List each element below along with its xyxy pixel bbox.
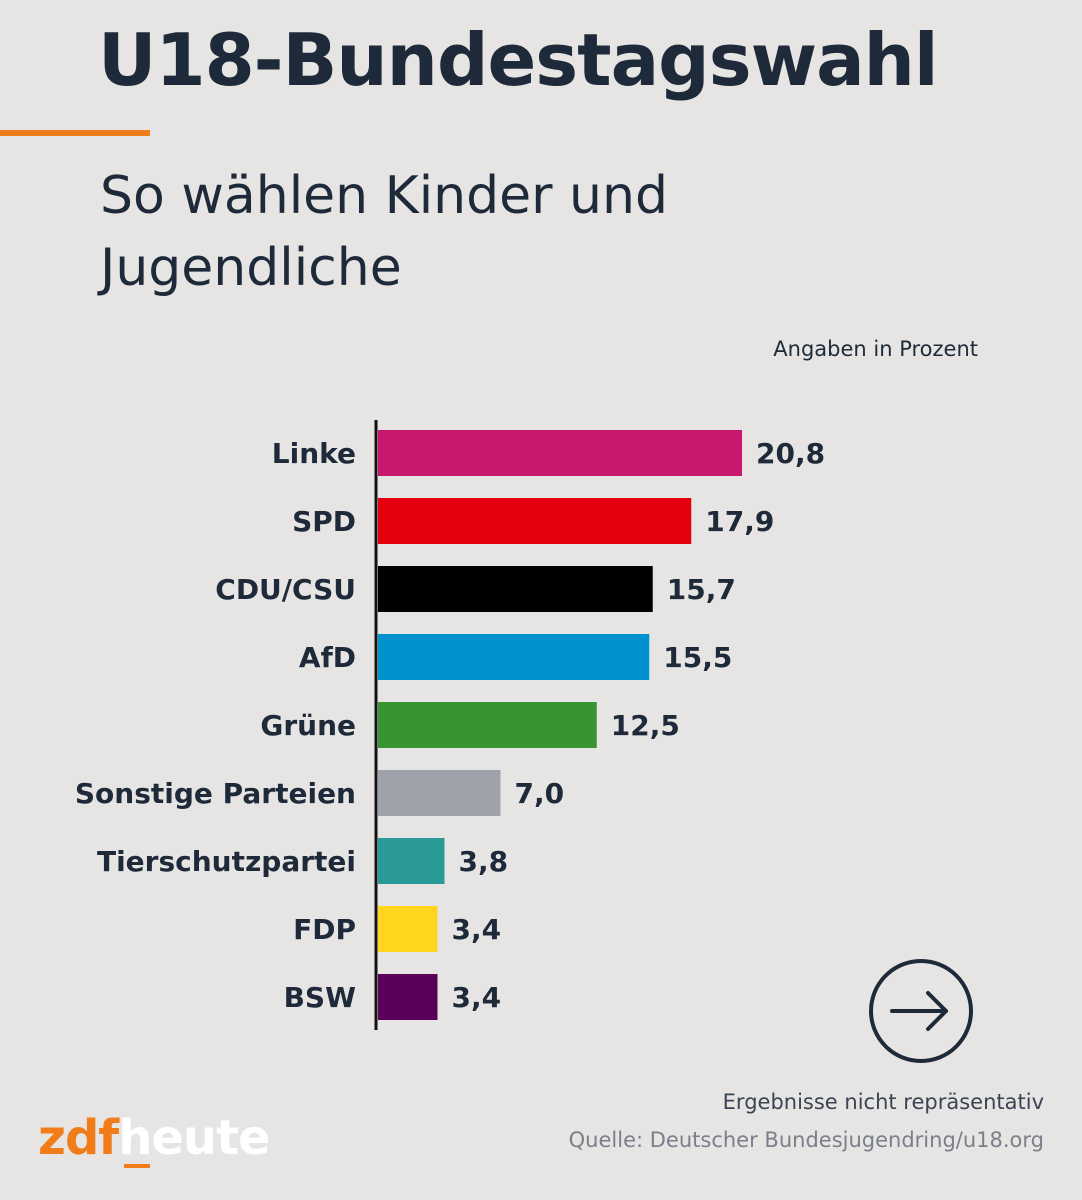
zdfheute-logo: zdfheute	[38, 1110, 271, 1166]
value-label: 3,4	[452, 981, 502, 1014]
category-label: Sonstige Parteien	[75, 777, 356, 810]
bar	[378, 430, 742, 476]
title-accent-rule	[0, 130, 150, 136]
bar	[378, 566, 653, 612]
source-note: Quelle: Deutscher Bundesjugendring/u18.o…	[568, 1128, 1044, 1152]
logo-underline	[124, 1164, 150, 1168]
category-label: Tierschutzpartei	[97, 845, 356, 878]
category-label: SPD	[292, 505, 356, 538]
category-label: BSW	[284, 981, 357, 1014]
value-label: 3,8	[459, 845, 509, 878]
category-label: FDP	[293, 913, 356, 946]
category-label: Linke	[272, 437, 356, 470]
bar	[378, 838, 445, 884]
category-label: AfD	[299, 641, 356, 674]
value-label: 15,5	[663, 641, 732, 674]
unit-note: Angaben in Prozent	[773, 337, 978, 361]
page-subtitle: So wählen Kinder und Jugendliche	[100, 166, 668, 298]
bar	[378, 498, 692, 544]
value-label: 7,0	[515, 777, 565, 810]
bar	[378, 974, 438, 1020]
value-label: 12,5	[611, 709, 680, 742]
next-button[interactable]	[868, 958, 974, 1064]
category-label: CDU/CSU	[215, 573, 356, 606]
bar	[378, 634, 650, 680]
value-label: 15,7	[667, 573, 736, 606]
bar-chart: Linke 20,8 SPD 17,9 CDU/CSU 15,7 AfD 15,5 Grüne 1…	[75, 420, 825, 1030]
value-label: 3,4	[452, 913, 502, 946]
disclaimer-note: Ergebnisse nicht repräsentativ	[722, 1090, 1044, 1114]
bar	[378, 906, 438, 952]
arrow-right-circle-icon	[869, 959, 973, 1063]
category-label: Grüne	[260, 709, 356, 742]
bar	[378, 770, 501, 816]
bar	[378, 702, 597, 748]
value-label: 17,9	[705, 505, 774, 538]
value-label: 20,8	[756, 437, 825, 470]
page-title: U18-Bundestagswahl	[98, 18, 939, 102]
logo-primary: zdf	[38, 1110, 119, 1166]
logo-secondary: heute	[118, 1110, 270, 1166]
